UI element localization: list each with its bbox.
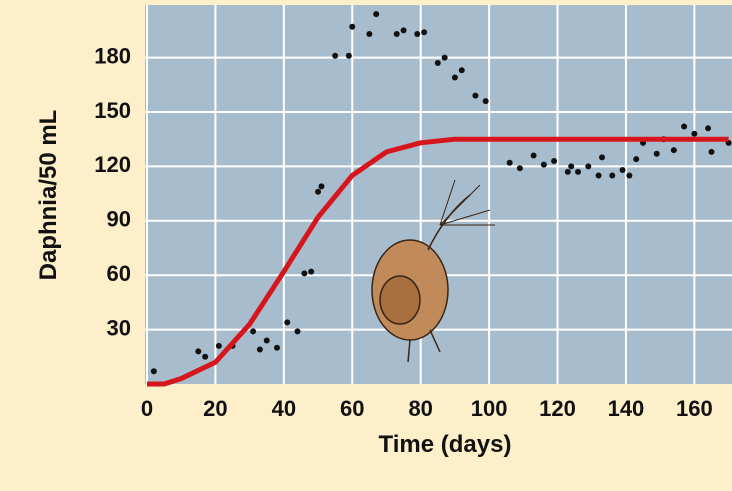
data-point [345, 52, 352, 59]
data-point [308, 268, 315, 275]
daphnia-illustration [371, 179, 495, 363]
data-point [318, 183, 325, 190]
data-point [670, 147, 677, 154]
data-point [653, 150, 660, 157]
data-point [366, 31, 373, 38]
y-axis-title: Daphnia/50 mL [35, 110, 62, 281]
data-point [301, 270, 308, 277]
data-point [599, 154, 605, 161]
data-point [506, 159, 513, 166]
data-point [626, 172, 633, 179]
data-point [458, 67, 465, 74]
data-point [564, 168, 571, 175]
data-point [551, 157, 558, 164]
data-point [256, 346, 263, 353]
data-point [349, 23, 356, 30]
data-point [708, 148, 715, 155]
data-point [691, 130, 698, 137]
y-tick-label: 30 [107, 315, 131, 340]
data-point [195, 348, 202, 355]
data-point [441, 54, 448, 61]
data-point [373, 11, 380, 18]
data-point [609, 172, 616, 179]
data-point [215, 342, 222, 349]
x-tick-label: 100 [471, 396, 508, 421]
x-tick-label: 120 [539, 396, 576, 421]
data-point [595, 172, 602, 179]
data-point [274, 344, 280, 351]
data-point [284, 319, 291, 326]
data-point [705, 125, 712, 132]
fit-line [147, 136, 729, 387]
x-tick-label: 160 [676, 396, 713, 421]
data-point [250, 328, 257, 335]
data-point [434, 60, 441, 67]
data-point [414, 31, 421, 38]
data-point [315, 188, 322, 195]
marks [147, 11, 732, 387]
data-point [294, 328, 301, 335]
data-point [633, 156, 640, 163]
data-point [568, 163, 575, 170]
y-tick-label: 180 [94, 43, 131, 68]
x-tick-label: 20 [203, 396, 227, 421]
x-tick-label: 60 [340, 396, 364, 421]
data-point [400, 27, 407, 34]
x-tick-label: 40 [272, 396, 296, 421]
data-point [585, 163, 592, 170]
data-point [619, 167, 626, 174]
data-point [332, 52, 339, 59]
data-point [540, 161, 547, 168]
data-point [421, 29, 428, 36]
x-axis-title: Time (days) [379, 431, 512, 458]
data-point [482, 98, 489, 105]
x-tick-label: 0 [141, 396, 153, 421]
y-tick-label: 60 [107, 261, 131, 286]
data-point [263, 337, 270, 344]
data-point [150, 368, 157, 375]
y-tick-label: 120 [94, 152, 131, 177]
data-point [202, 353, 209, 360]
x-tick-label: 140 [608, 396, 645, 421]
data-point [516, 165, 523, 172]
x-tick-label: 80 [408, 396, 432, 421]
data-point [575, 168, 582, 175]
data-point [451, 74, 458, 81]
data-point [530, 152, 537, 159]
y-tick-label: 90 [107, 207, 131, 232]
y-tick-label: 150 [94, 98, 131, 123]
data-point [681, 123, 688, 130]
data-point [393, 31, 400, 38]
data-point [472, 92, 479, 99]
